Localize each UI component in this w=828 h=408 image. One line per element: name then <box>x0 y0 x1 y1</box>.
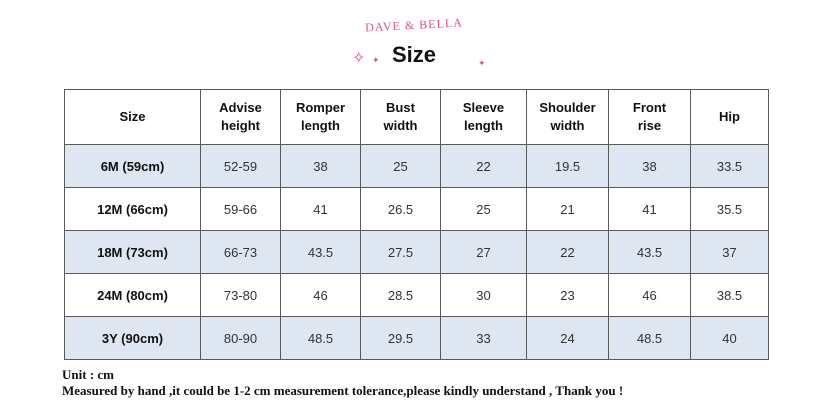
measurement-cell: 19.5 <box>526 144 609 188</box>
column-header: Bust width <box>360 89 441 145</box>
column-header-label: width <box>550 118 585 133</box>
measurement-cell: 46 <box>608 273 691 317</box>
measurement-cell: 38 <box>608 144 691 188</box>
sparkle-icon: ✦ <box>478 58 486 68</box>
column-header-label: Romper <box>295 100 346 115</box>
measurement-cell: 66-73 <box>200 230 281 274</box>
column-header: Hip <box>690 89 769 145</box>
column-header-label: width <box>383 118 418 133</box>
measurement-cell: 33 <box>440 316 527 360</box>
measurement-cell: 48.5 <box>280 316 361 360</box>
measurement-cell: 59-66 <box>200 187 281 231</box>
sparkle-icon: ✦ <box>372 55 380 65</box>
column-header-label: Advise <box>219 100 262 115</box>
column-header-label: Front <box>632 100 667 115</box>
measurement-cell: 46 <box>280 273 361 317</box>
size-chart-table: Size Advise height Romper length Bust width Sle… <box>64 89 769 360</box>
size-label-cell: 24M (80cm) <box>64 273 201 317</box>
table-row: 18M (73cm) 66-73 43.5 27.5 27 22 43.5 37 <box>64 230 769 274</box>
measurement-cell: 43.5 <box>280 230 361 274</box>
column-header-label: height <box>221 118 260 133</box>
measurement-cell: 30 <box>440 273 527 317</box>
column-header-label: Shoulder <box>539 100 596 115</box>
measurement-cell: 52-59 <box>200 144 281 188</box>
column-header-label: length <box>301 118 340 133</box>
column-header: Front rise <box>608 89 691 145</box>
column-header: Romper length <box>280 89 361 145</box>
size-label-cell: 3Y (90cm) <box>64 316 201 360</box>
measurement-cell: 35.5 <box>690 187 769 231</box>
size-label-cell: 12M (66cm) <box>64 187 201 231</box>
measurement-cell: 48.5 <box>608 316 691 360</box>
measurement-cell: 21 <box>526 187 609 231</box>
measurement-cell: 38 <box>280 144 361 188</box>
table-row: 3Y (90cm) 80-90 48.5 29.5 33 24 48.5 40 <box>64 316 769 360</box>
column-header-label: length <box>464 118 503 133</box>
sparkle-icon: ✧ <box>352 50 366 67</box>
measurement-cell: 22 <box>526 230 609 274</box>
column-header-label: Sleeve <box>462 100 505 115</box>
column-header-label: Size <box>119 109 146 124</box>
measurement-cell: 26.5 <box>360 187 441 231</box>
column-header-label: Bust <box>386 100 415 115</box>
measurement-cell: 73-80 <box>200 273 281 317</box>
measurement-cell: 23 <box>526 273 609 317</box>
measurement-note: Measured by hand ,it could be 1-2 cm mea… <box>62 383 624 398</box>
measurement-cell: 22 <box>440 144 527 188</box>
measurement-cell: 41 <box>280 187 361 231</box>
measurement-cell: 29.5 <box>360 316 441 360</box>
unit-note: Unit : cm <box>62 367 114 382</box>
page-title: Size <box>391 42 437 67</box>
measurement-cell: 41 <box>608 187 691 231</box>
size-label-cell: 18M (73cm) <box>64 230 201 274</box>
measurement-cell: 43.5 <box>608 230 691 274</box>
measurement-cell: 24 <box>526 316 609 360</box>
column-header: Size <box>64 89 201 145</box>
column-header-label: rise <box>637 118 662 133</box>
column-header: Shoulder width <box>526 89 609 145</box>
measurement-cell: 33.5 <box>690 144 769 188</box>
measurement-cell: 80-90 <box>200 316 281 360</box>
measurement-cell: 25 <box>360 144 441 188</box>
column-header-label: Hip <box>719 109 740 124</box>
table-header-row: Size Advise height Romper length Bust width Sle… <box>64 89 769 145</box>
measurement-cell: 38.5 <box>690 273 769 317</box>
column-header: Advise height <box>200 89 281 145</box>
measurement-cell: 27.5 <box>360 230 441 274</box>
measurement-cell: 28.5 <box>360 273 441 317</box>
measurement-cell: 40 <box>690 316 769 360</box>
table-row: 24M (80cm) 73-80 46 28.5 30 23 46 38.5 <box>64 273 769 317</box>
measurement-cell: 37 <box>690 230 769 274</box>
measurement-cell: 27 <box>440 230 527 274</box>
measurement-cell: 25 <box>440 187 527 231</box>
size-label-cell: 6M (59cm) <box>64 144 201 188</box>
table-row: 12M (66cm) 59-66 41 26.5 25 21 41 35.5 <box>64 187 769 231</box>
column-header: Sleeve length <box>440 89 527 145</box>
table-row: 6M (59cm) 52-59 38 25 22 19.5 38 33.5 <box>64 144 769 188</box>
